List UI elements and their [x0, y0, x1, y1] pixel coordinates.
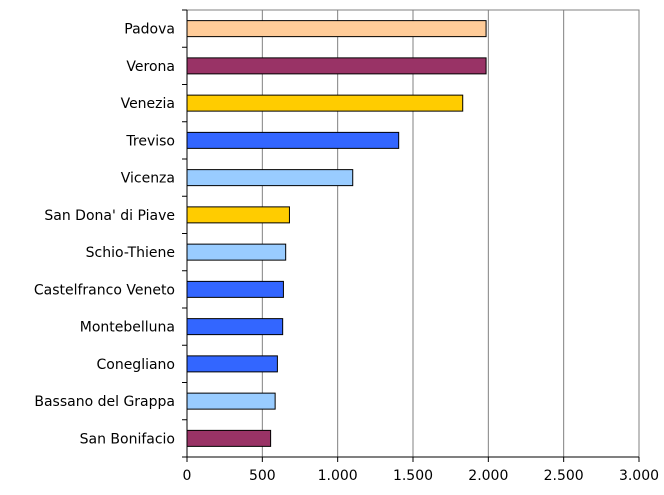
- category-label: Castelfranco Veneto: [34, 282, 175, 298]
- category-label: San Bonifacio: [80, 431, 175, 447]
- bar-san-bonifacio: [186, 429, 272, 447]
- x-tick-label: 1.000: [318, 468, 358, 484]
- bar-san-dona-di-piave: [186, 206, 290, 224]
- bar-bassano-del-grappa: [186, 392, 276, 410]
- x-tick-label: 2.000: [468, 468, 508, 484]
- category-label: Montebelluna: [80, 320, 175, 336]
- category-label: Vicenza: [121, 171, 175, 187]
- category-label: Verona: [126, 59, 175, 75]
- category-label: San Dona' di Piave: [44, 208, 175, 224]
- axis-layer: [182, 9, 640, 462]
- bar-vicenza: [186, 169, 354, 187]
- x-tick-label: 2.500: [544, 468, 584, 484]
- x-tick-label: 0: [183, 468, 192, 484]
- category-label: Bassano del Grappa: [34, 394, 175, 410]
- bar-venezia: [186, 94, 464, 112]
- x-tick-label: 1.500: [393, 468, 433, 484]
- category-label: Conegliano: [96, 357, 175, 373]
- bar-layer: [186, 20, 487, 447]
- category-label: Treviso: [125, 133, 175, 149]
- bar-castelfranco-veneto: [186, 280, 284, 298]
- bar-conegliano: [186, 355, 278, 373]
- x-tick-label: 500: [249, 468, 276, 484]
- bar-padova: [186, 20, 487, 38]
- category-label: Schio-Thiene: [86, 245, 175, 261]
- bar-schio-thiene: [186, 243, 287, 261]
- category-label: Venezia: [121, 96, 175, 112]
- label-layer: 0 500 1.000 1.500 2.000 2.500 3.000 Padova Veron…: [34, 22, 659, 484]
- bar-montebelluna: [186, 318, 284, 336]
- bar-verona: [186, 57, 487, 75]
- bar-treviso: [186, 131, 400, 149]
- x-tick-label: 3.000: [619, 468, 659, 484]
- category-label: Padova: [124, 22, 175, 38]
- grid-layer: [186, 9, 640, 458]
